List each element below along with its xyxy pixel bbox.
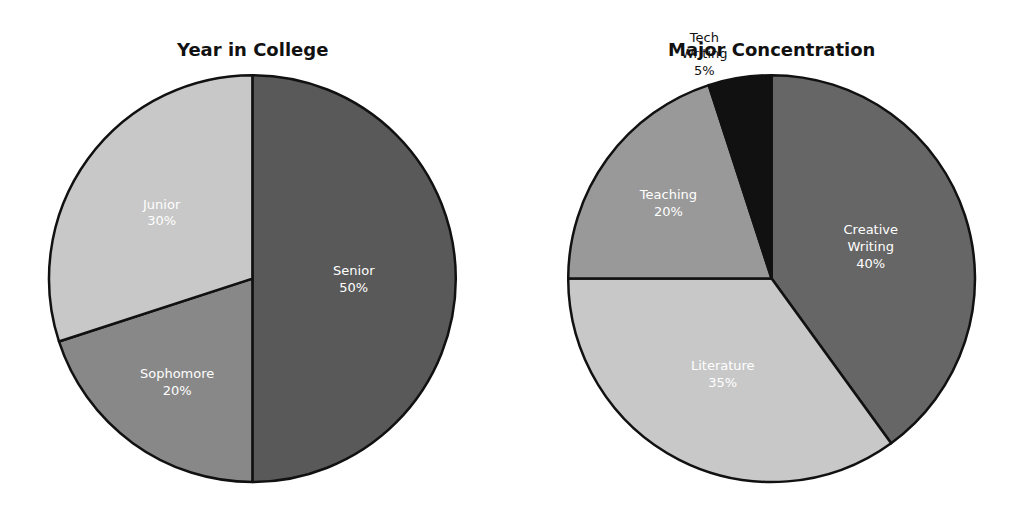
svg-text:TechWriting5%: TechWriting5% [681,30,727,79]
svg-text:Literature35%: Literature35% [691,358,755,390]
svg-text:CreativeWriting40%: CreativeWriting40% [843,222,898,271]
svg-text:Major Concentration: Major Concentration [668,39,875,60]
svg-text:Teaching20%: Teaching20% [639,187,697,219]
svg-text:Senior50%: Senior50% [333,263,375,295]
svg-text:Junior30%: Junior30% [142,197,181,229]
svg-text:Sophomore20%: Sophomore20% [140,366,214,398]
svg-text:Year in College: Year in College [176,39,328,60]
